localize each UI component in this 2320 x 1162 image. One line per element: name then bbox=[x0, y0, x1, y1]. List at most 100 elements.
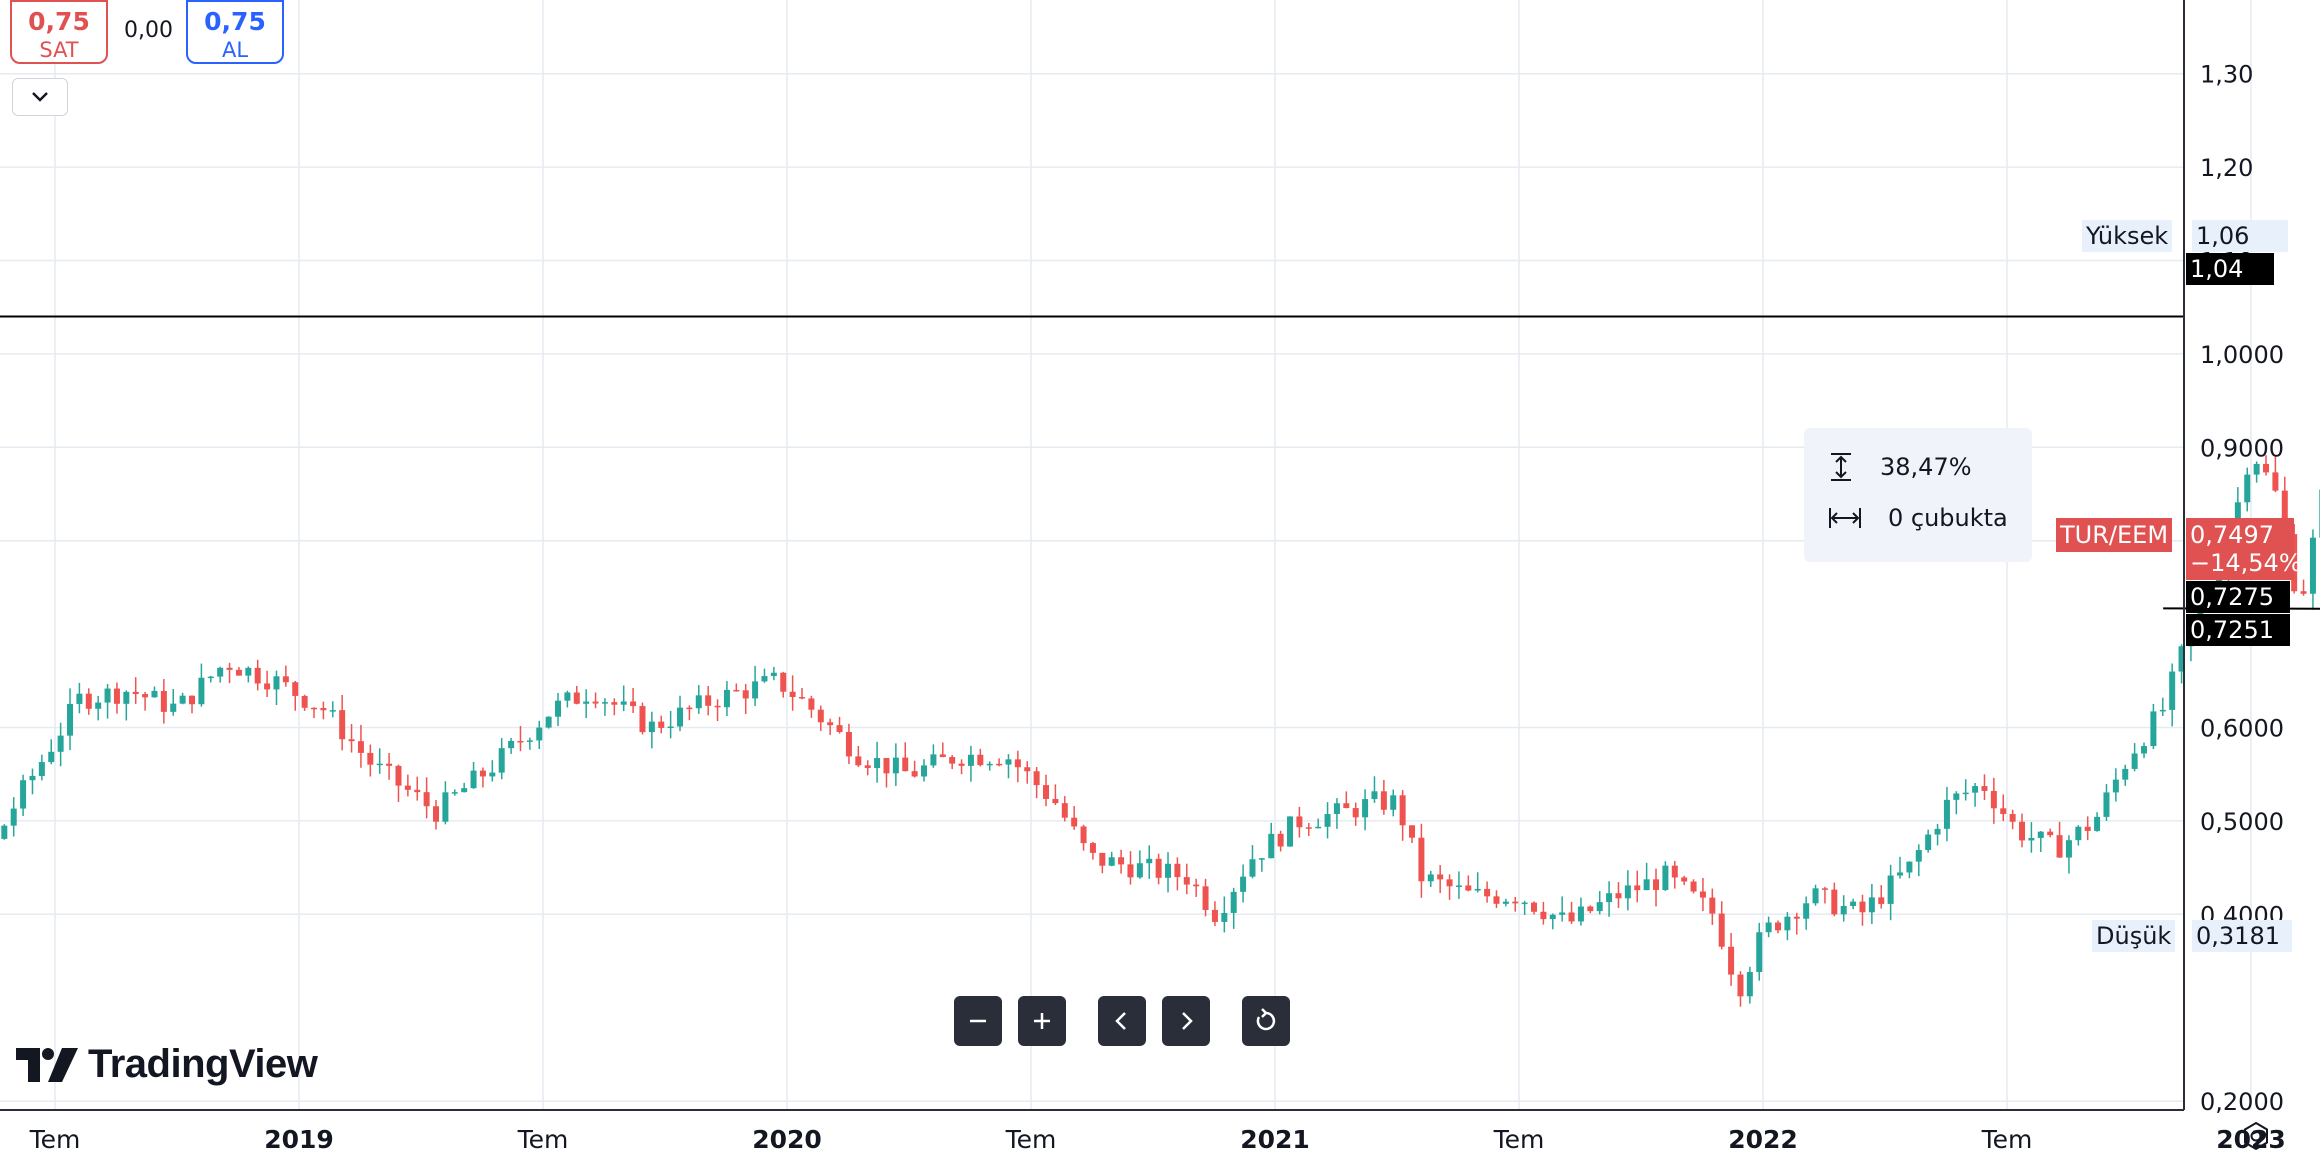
date-range-icon bbox=[1829, 508, 1861, 528]
scroll-right-button[interactable] bbox=[1162, 996, 1210, 1046]
candle-body bbox=[1061, 803, 1068, 818]
candle-body bbox=[292, 682, 299, 696]
candle-body bbox=[2047, 831, 2054, 836]
candle-body bbox=[1596, 902, 1603, 912]
candle-body bbox=[583, 701, 590, 704]
candle-body bbox=[1380, 791, 1387, 810]
candle-body bbox=[132, 691, 139, 695]
candle-body bbox=[892, 757, 899, 774]
candle-body bbox=[1737, 974, 1744, 997]
candle-body bbox=[2103, 792, 2110, 817]
candle-body bbox=[189, 695, 196, 705]
candle-body bbox=[95, 702, 102, 709]
candle-body bbox=[1850, 901, 1857, 906]
minus-icon bbox=[970, 1019, 986, 1023]
candle-body bbox=[2178, 646, 2185, 672]
candle-body bbox=[1915, 850, 1922, 862]
price-tick-label: 0,2000 bbox=[2200, 1088, 2284, 1116]
candle-body bbox=[930, 754, 937, 766]
tradingview-logo-icon bbox=[16, 1047, 78, 1082]
candle-body bbox=[911, 771, 918, 777]
chevron-down-icon bbox=[32, 92, 48, 102]
reset-chart-button[interactable] bbox=[1242, 996, 1290, 1046]
candle-body bbox=[329, 710, 336, 712]
last-price-label: 0,7497 −14,54% bbox=[2186, 518, 2302, 580]
candle-body bbox=[592, 701, 599, 704]
candle-body bbox=[1606, 893, 1613, 903]
candle-body bbox=[442, 792, 449, 822]
candle-body bbox=[273, 676, 280, 690]
zoom-out-button[interactable] bbox=[954, 996, 1002, 1046]
candle-body bbox=[264, 683, 271, 690]
candle-body bbox=[1502, 901, 1509, 904]
collapse-button[interactable] bbox=[12, 78, 68, 116]
scroll-left-button[interactable] bbox=[1098, 996, 1146, 1046]
candle-body bbox=[1634, 885, 1641, 891]
sell-price: 0,75 bbox=[28, 7, 90, 36]
price-tick-label: 0,5000 bbox=[2200, 808, 2284, 836]
candle-body bbox=[1474, 888, 1481, 891]
low-value: 0,3181 bbox=[2192, 920, 2292, 952]
candle-body bbox=[949, 757, 956, 764]
candle-body bbox=[2281, 490, 2288, 535]
drawing-lines[interactable] bbox=[0, 315, 2320, 611]
candle-body bbox=[1315, 826, 1322, 829]
candle-body bbox=[113, 688, 120, 704]
candle-body bbox=[2037, 831, 2044, 838]
candle-body bbox=[1549, 914, 1556, 920]
zoom-in-button[interactable] bbox=[1018, 996, 1066, 1046]
candle-body bbox=[461, 788, 468, 793]
candle-body bbox=[573, 692, 580, 704]
buy-button[interactable]: 0,75 AL bbox=[186, 0, 284, 64]
price-range-info: 38,47% 0 çubukta bbox=[1804, 428, 2032, 562]
candle-body bbox=[395, 765, 402, 786]
time-axis[interactable]: Tem2019Tem2020Tem2021Tem2022Tem2023Tem20… bbox=[0, 1109, 2320, 1154]
candle-body bbox=[1821, 888, 1828, 890]
sell-button[interactable]: 0,75 SAT bbox=[10, 0, 108, 64]
candle-body bbox=[1531, 902, 1538, 912]
candle-body bbox=[2094, 816, 2101, 831]
candle-body bbox=[864, 765, 871, 769]
high-tag: Yüksek bbox=[2082, 220, 2173, 252]
candle-body bbox=[123, 691, 130, 704]
settings-icon[interactable] bbox=[2240, 1120, 2272, 1152]
candle-body bbox=[2253, 463, 2260, 475]
candle-body bbox=[742, 690, 749, 699]
candle-body bbox=[517, 740, 524, 743]
candle-body bbox=[1512, 901, 1519, 904]
candle-body bbox=[1803, 903, 1810, 919]
spread-value: 0,00 bbox=[124, 18, 173, 43]
time-tick-label: 2020 bbox=[752, 1125, 822, 1154]
candle-body bbox=[1728, 946, 1735, 975]
range-percent-row: 38,47% bbox=[1828, 452, 1972, 482]
buy-label: AL bbox=[221, 38, 249, 62]
tradingview-logo[interactable]: TradingView bbox=[16, 1042, 318, 1087]
candle-body bbox=[1812, 888, 1819, 904]
candle-body bbox=[2169, 671, 2176, 710]
candle-body bbox=[545, 716, 552, 728]
candle-body bbox=[677, 707, 684, 727]
candle-body bbox=[836, 725, 843, 733]
candle-body bbox=[386, 763, 393, 766]
candle-body bbox=[1699, 891, 1706, 898]
candle-body bbox=[1118, 857, 1125, 865]
candle-body bbox=[564, 692, 571, 701]
candle-body bbox=[799, 697, 806, 699]
candle-series bbox=[1, 455, 2320, 1007]
candle-body bbox=[845, 732, 852, 757]
candle-body bbox=[1662, 865, 1669, 890]
candle-body bbox=[723, 689, 730, 708]
candle-body bbox=[1427, 874, 1434, 882]
candle-body bbox=[1878, 897, 1885, 904]
price-tick-label: 1,20 bbox=[2200, 154, 2253, 182]
candle-body bbox=[1653, 879, 1660, 890]
candle-body bbox=[1906, 861, 1913, 873]
candle-body bbox=[1108, 857, 1115, 866]
candle-body bbox=[1033, 771, 1040, 786]
time-tick-label: 2021 bbox=[1240, 1125, 1310, 1154]
time-tick-label: 2023 bbox=[2216, 1125, 2286, 1154]
buy-price: 0,75 bbox=[204, 7, 266, 36]
candle-body bbox=[1371, 791, 1378, 800]
candle-body bbox=[1202, 886, 1209, 910]
